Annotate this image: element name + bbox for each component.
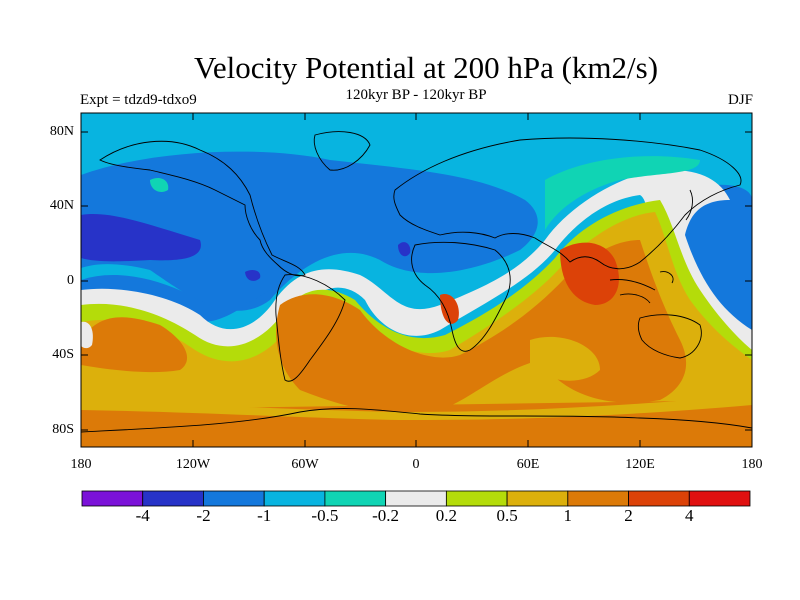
colorbar-label: 0.5 [496,506,518,525]
contour-band-teal [545,156,700,230]
coastline-south-america [275,274,346,382]
map-title: Velocity Potential at 200 hPa (km2/s) [193,50,659,85]
contour-band-pos1-sa [530,336,600,381]
contour-band-pos4 [560,242,619,305]
colorbar-swatch [324,490,387,507]
contour-band-neg2 [245,270,261,281]
colorbar-swatch [385,490,447,507]
lon-label: 120W [175,457,211,472]
contour-band-neg-nw-pacific [676,184,752,330]
contour-band-neg-tropical [81,275,270,323]
lat-label: 40N [49,198,74,213]
coastline-maritime-continent [609,271,674,304]
contour-band-neg2 [81,214,201,262]
coastline-africa [411,241,511,352]
colorbar-label: -1 [257,506,272,525]
contour-band-pos1-south [81,395,752,420]
lat-label: 80S [52,422,74,437]
colorbar-swatch [567,490,629,507]
colorbar-swatch [81,490,144,507]
lon-label: 60W [291,457,319,472]
colorbar-label: 0.2 [435,506,458,525]
colorbar-swatch [445,490,508,507]
lat-label: 0 [67,273,74,288]
lat-ticks [81,131,752,431]
colorbar-swatch [688,490,751,507]
lon-label: 120E [625,457,655,472]
colorbar-label: 2 [624,506,633,525]
colorbar-swatch [628,490,690,507]
contour-fill [81,113,752,447]
colorbar-swatch [142,490,204,507]
colorbar-label: 4 [685,506,694,525]
lat-label: 80N [49,124,74,139]
contour-band-neg1 [81,151,538,311]
colorbar-label: -0.2 [372,506,400,525]
coastline-north-america [99,140,306,277]
season-label: DJF [727,92,753,108]
contour-band-pos2 [81,317,188,373]
colorbar-label: -4 [135,506,150,525]
lat-label: 40S [52,347,74,362]
colorbar-swatch [203,490,265,507]
contour-band-neg2 [398,242,411,257]
contour-band-pos4 [440,294,459,324]
experiment-label: Expt = tdzd9-tdxo9 [80,92,197,108]
coastline-antarctica [81,408,752,433]
colorbar-label: -0.5 [311,506,339,525]
colorbar-swatch [263,490,326,507]
coastline-greenland [313,131,371,171]
coastline-eurasia [393,137,742,270]
contour-band-pos05-west [81,321,93,349]
lon-label: 180 [741,457,763,472]
lon-ticks [192,113,641,447]
lon-label: 0 [412,457,420,472]
coastline-japan [685,189,693,221]
colorbar-swatch [506,490,569,507]
colorbar-label: 1 [563,506,573,525]
colorbar [81,490,751,507]
period-label: 120kyr BP - 120kyr BP [345,87,487,103]
coastlines [81,131,752,433]
lon-label: 180 [70,457,92,472]
lon-label: 60E [516,457,540,472]
colorbar-label: -2 [196,506,211,525]
contour-band-near-zero [81,169,752,350]
contour-band-neg-small [150,178,169,192]
coastline-australia [637,314,702,359]
